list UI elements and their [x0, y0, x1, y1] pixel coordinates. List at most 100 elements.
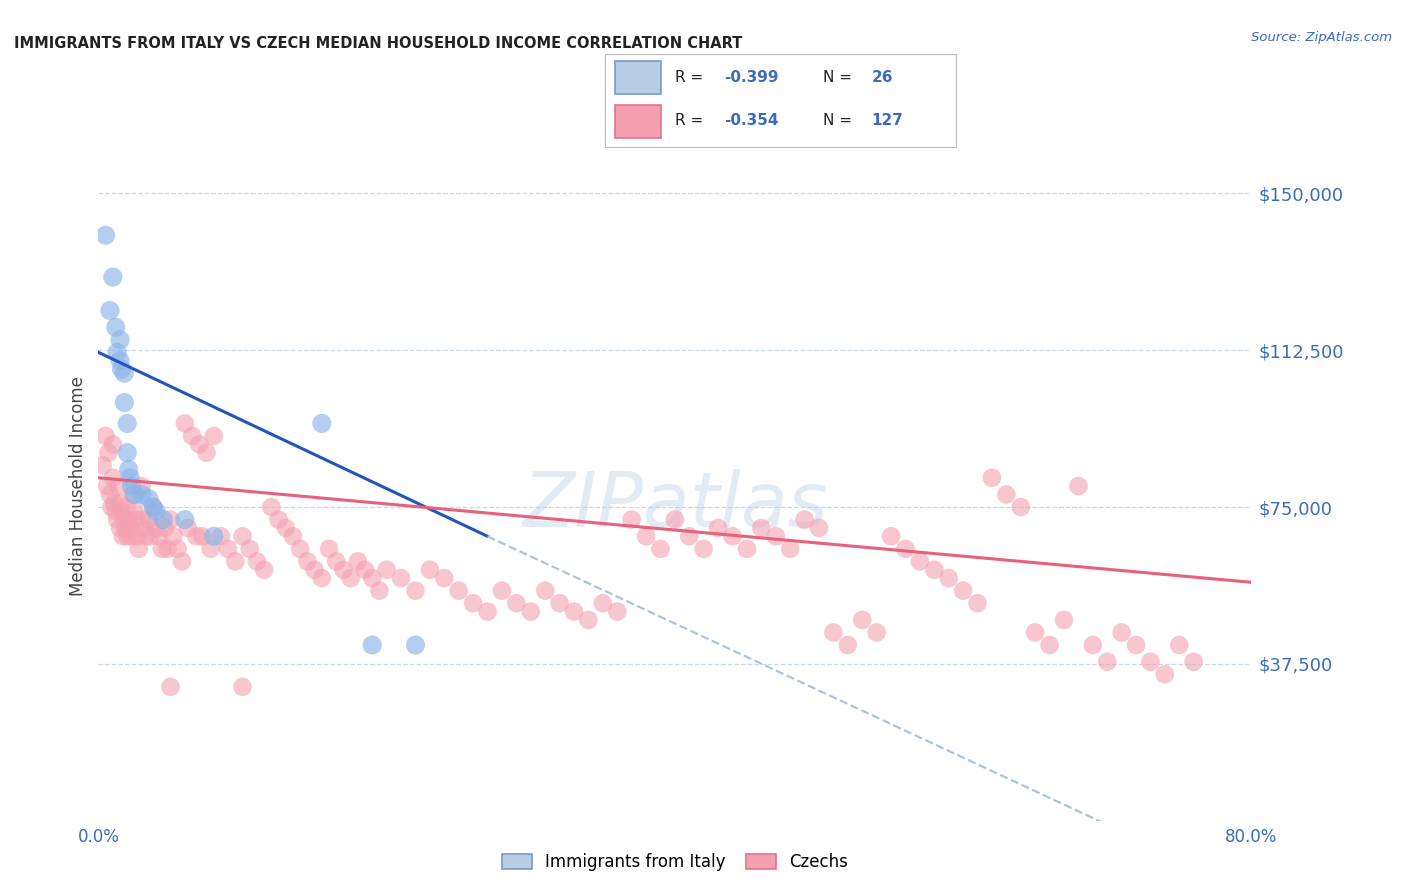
Point — [361, 571, 384, 585]
Point — [125, 512, 148, 526]
Point — [894, 541, 917, 556]
Point — [636, 529, 658, 543]
Point — [108, 521, 131, 535]
Point — [354, 563, 377, 577]
Point — [131, 479, 153, 493]
Point — [107, 479, 129, 493]
Point — [139, 529, 162, 543]
Point — [159, 680, 181, 694]
Point — [405, 583, 427, 598]
Point — [281, 529, 304, 543]
Point — [166, 541, 188, 556]
Text: N =: N = — [823, 70, 856, 85]
Point — [152, 512, 174, 526]
Text: R =: R = — [675, 70, 709, 85]
Point — [162, 529, 184, 543]
FancyBboxPatch shape — [616, 61, 661, 94]
Point — [224, 554, 246, 568]
Point — [375, 563, 398, 577]
Point — [332, 563, 354, 577]
Point — [142, 500, 165, 514]
Point — [433, 571, 456, 585]
Point — [1081, 638, 1104, 652]
Text: R =: R = — [675, 113, 709, 128]
Point — [112, 366, 135, 380]
Point — [938, 571, 960, 585]
Point — [108, 496, 131, 510]
Point — [195, 446, 218, 460]
Point — [505, 596, 527, 610]
Point — [562, 605, 585, 619]
Text: IMMIGRANTS FROM ITALY VS CZECH MEDIAN HOUSEHOLD INCOME CORRELATION CHART: IMMIGRANTS FROM ITALY VS CZECH MEDIAN HO… — [14, 36, 742, 51]
Point — [389, 571, 412, 585]
Point — [578, 613, 600, 627]
Point — [186, 529, 208, 543]
Point — [98, 303, 121, 318]
Point — [105, 345, 128, 359]
Point — [124, 487, 146, 501]
Point — [807, 521, 830, 535]
Point — [98, 487, 121, 501]
Point — [120, 521, 142, 535]
Text: ZIPatlas: ZIPatlas — [522, 469, 828, 543]
Point — [361, 638, 384, 652]
Point — [1139, 655, 1161, 669]
Point — [368, 583, 391, 598]
Y-axis label: Median Household Income: Median Household Income — [69, 376, 87, 596]
Point — [112, 512, 135, 526]
Point — [117, 500, 139, 514]
Point — [153, 521, 176, 535]
Point — [693, 541, 716, 556]
Point — [620, 512, 643, 526]
FancyBboxPatch shape — [616, 105, 661, 138]
Point — [461, 596, 484, 610]
Point — [138, 491, 160, 506]
Point — [150, 541, 173, 556]
Point — [181, 429, 204, 443]
Point — [118, 462, 141, 476]
Point — [110, 504, 132, 518]
Point — [981, 471, 1004, 485]
Point — [793, 512, 815, 526]
Point — [94, 228, 117, 243]
Point — [156, 541, 179, 556]
Point — [325, 554, 347, 568]
Point — [127, 529, 149, 543]
Point — [114, 521, 136, 535]
Point — [111, 529, 134, 543]
Point — [866, 625, 889, 640]
Point — [117, 446, 139, 460]
Point — [304, 563, 326, 577]
Point — [721, 529, 744, 543]
Point — [751, 521, 773, 535]
Point — [447, 583, 470, 598]
Point — [100, 500, 122, 514]
Point — [419, 563, 441, 577]
Point — [534, 583, 557, 598]
Point — [122, 487, 145, 501]
Point — [311, 417, 333, 431]
Point — [1097, 655, 1119, 669]
Point — [145, 504, 167, 518]
Point — [134, 521, 156, 535]
Point — [200, 541, 222, 556]
Point — [606, 605, 628, 619]
Point — [520, 605, 543, 619]
Point — [339, 571, 361, 585]
Point — [96, 479, 118, 493]
Point — [267, 512, 290, 526]
Point — [101, 471, 124, 485]
Point — [1024, 625, 1046, 640]
Point — [966, 596, 988, 610]
Point — [142, 500, 165, 514]
Point — [664, 512, 686, 526]
Point — [128, 541, 150, 556]
Point — [202, 529, 225, 543]
Point — [131, 512, 153, 526]
Point — [239, 541, 262, 556]
Point — [177, 521, 200, 535]
Point — [131, 487, 153, 501]
Point — [1182, 655, 1205, 669]
Point — [346, 554, 368, 568]
Point — [477, 605, 499, 619]
